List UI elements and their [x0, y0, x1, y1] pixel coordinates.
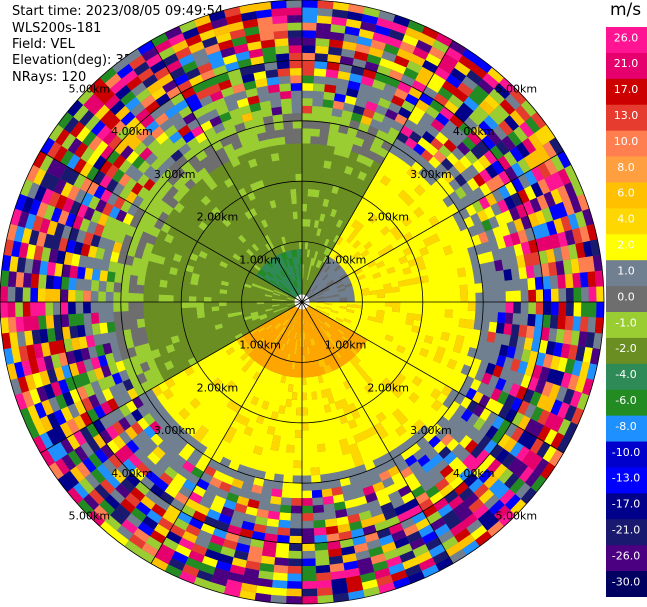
range-label-1km-225: 1.00km	[239, 339, 281, 352]
colorbar-segment-11	[606, 312, 647, 339]
colorbar-tick-label-0: 26.0	[614, 31, 639, 44]
spoke-150	[40, 150, 303, 303]
spoke-60	[301, 40, 454, 303]
colorbar-tick-label-20: -26.0	[612, 549, 640, 562]
colorbar-segment-3	[606, 104, 647, 132]
colorbar-tick-label-11: -1.0	[615, 316, 636, 329]
velocity-cells-20	[243, 305, 368, 378]
colorbar-tick-label-17: -13.0	[612, 472, 640, 485]
spoke-240	[150, 301, 303, 564]
colorbar-tick-label-19: -21.0	[612, 524, 640, 537]
colorbar-segment-14	[606, 389, 647, 417]
colorbar-segment-0	[606, 27, 647, 54]
colorbar-segment-17	[606, 467, 647, 494]
polar-velocity-plot: 1.00km 1.00km 1.00km 1.00km 2.00km 2.00km 2.00…	[0, 0, 605, 605]
range-label-5km-225: 5.00km	[68, 510, 110, 523]
colorbar-tick-label-15: -8.0	[615, 420, 636, 433]
range-label-4km-135: 4.00km	[111, 125, 153, 138]
spoke-120	[150, 40, 303, 303]
colorbar-tick-label-8: 2.0	[617, 239, 635, 252]
colorbar-tick-label-2: 17.0	[614, 83, 639, 96]
colorbar-tick-label-18: -17.0	[612, 498, 640, 511]
range-label-1km-45: 1.00km	[325, 253, 367, 266]
colorbar-tick-label-21: -30.0	[612, 575, 640, 588]
range-label-2km-315: 2.00km	[367, 381, 409, 394]
colorbar-segment-13	[606, 363, 647, 391]
colorbar-tick-label-5: 8.0	[617, 161, 635, 174]
colorbar-segment-7	[606, 208, 647, 235]
colorbar-tick-label-7: 4.0	[617, 213, 635, 226]
spoke-210	[40, 301, 303, 454]
range-label-3km-225: 3.00km	[154, 424, 196, 437]
colorbar-segment-12	[606, 337, 647, 365]
range-label-1km-315: 1.00km	[325, 339, 367, 352]
start-time-label: Start time: 2023/08/05 09:49:54	[12, 4, 224, 19]
spoke-300	[301, 301, 454, 564]
colorbar-tick-label-16: -10.0	[612, 446, 640, 459]
range-label-4km-315: 4.00km	[453, 467, 495, 480]
velocity-colorbar: 26.0 21.0 17.0 13.0 10.0 8.0 6.0 4.0 2.0 1.0 0.0 -1…	[606, 27, 647, 597]
colorbar-segment-1	[606, 52, 647, 80]
colorbar-segment-20	[606, 545, 647, 572]
range-label-2km-135: 2.00km	[197, 211, 239, 224]
velocity-cells-19	[256, 249, 302, 299]
range-label-5km-315: 5.00km	[496, 510, 538, 523]
field-label: Field: VEL	[12, 37, 75, 52]
range-label-5km-135: 5.00km	[68, 82, 110, 95]
colorbar-tick-label-4: 10.0	[614, 135, 639, 148]
velocity-cells-2	[113, 113, 393, 385]
colorbar-tick-label-10: 0.0	[617, 290, 635, 303]
colorbar-tick-label-9: 1.0	[617, 264, 635, 277]
colorbar-segment-19	[606, 519, 647, 546]
colorbar-segment-6	[606, 182, 647, 209]
range-label-2km-45: 2.00km	[367, 211, 409, 224]
colorbar-tick-label-6: 6.0	[617, 187, 635, 200]
colorbar-tick-label-13: -4.0	[615, 368, 636, 381]
velocity-cells-18	[143, 143, 382, 382]
colorbar-segment-10	[606, 286, 647, 313]
colorbar-tick-label-3: 13.0	[614, 109, 639, 122]
colorbar-tick-label-12: -2.0	[615, 342, 636, 355]
colorbar-segment-5	[606, 156, 647, 183]
spoke-330	[301, 301, 564, 454]
range-label-2km-225: 2.00km	[197, 381, 239, 394]
range-label-3km-45: 3.00km	[410, 168, 452, 181]
range-label-1km-135: 1.00km	[239, 253, 281, 266]
range-label-3km-135: 3.00km	[154, 168, 196, 181]
colorbar-segment-16	[606, 441, 647, 468]
colorbar-segment-4	[606, 130, 647, 158]
range-label-5km-45: 5.00km	[496, 82, 538, 95]
colorbar-segment-15	[606, 415, 647, 443]
range-label-4km-225: 4.00km	[111, 467, 153, 480]
colorbar-tick-label-14: -6.0	[615, 394, 636, 407]
instrument-label: WLS200s-181	[12, 21, 102, 36]
spoke-30	[301, 150, 564, 303]
range-label-4km-45: 4.00km	[453, 125, 495, 138]
colorbar-segment-8	[606, 234, 647, 261]
colorbar-segment-18	[606, 493, 647, 520]
colorbar-segment-9	[606, 260, 647, 287]
colorbar-tick-label-1: 21.0	[614, 57, 639, 70]
colorbar-unit: m/s	[610, 0, 642, 20]
velocity-cells-1	[7, 0, 603, 604]
nrays-label: NRays: 120	[12, 70, 87, 85]
colorbar-segment-2	[606, 78, 647, 106]
range-label-3km-315: 3.00km	[410, 424, 452, 437]
colorbar-segment-21	[606, 571, 647, 597]
velocity-cells-17	[15, 6, 590, 604]
